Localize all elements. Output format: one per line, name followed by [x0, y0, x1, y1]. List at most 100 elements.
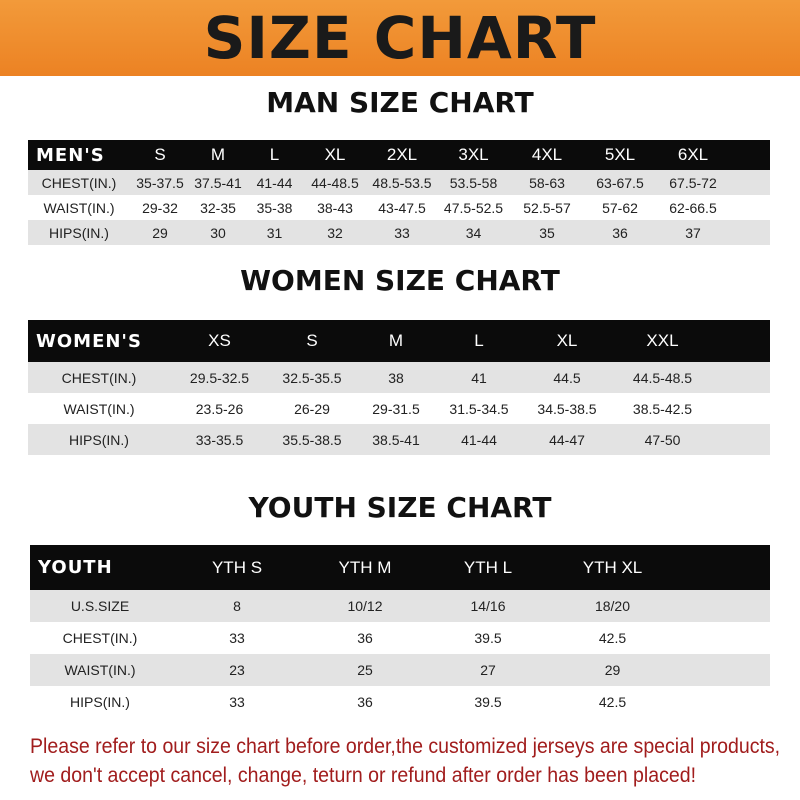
measurement-label: CHEST(IN.) — [61, 369, 137, 386]
measurement-value: 8 — [233, 598, 241, 614]
measurement-value: 32.5-35.5 — [282, 369, 342, 386]
table-row: U.S.SIZE 8 10/12 14/16 18/20 — [30, 590, 770, 622]
youth-size-table: YOUTH YTH S YTH M YTH L YTH XL U.S.SIZE 8 10/12… — [30, 545, 770, 718]
measurement-value: 31 — [266, 224, 283, 241]
measurement-label: WAIST(IN.) — [63, 400, 135, 417]
size-header-cell: 3XL — [458, 145, 489, 164]
size-header-cell: XL — [556, 331, 578, 350]
banner-title: SIZE CHART — [203, 4, 597, 72]
size-header-cell: L — [269, 145, 280, 164]
measurement-value: 33 — [394, 224, 410, 241]
measurement-value: 48.5-53.5 — [372, 174, 432, 191]
women-size-table: WOMEN'S XS S M L XL XXL CHEST(IN.) 29.5-32.5 32.5… — [28, 320, 770, 455]
table-header-row: YOUTH YTH S YTH M YTH L YTH XL — [30, 545, 770, 590]
measurement-value: 27 — [480, 662, 496, 678]
measurement-value: 38-43 — [317, 199, 353, 216]
measurement-value: 43-47.5 — [378, 199, 426, 216]
measurement-label: HIPS(IN.) — [69, 431, 129, 448]
measurement-value: 38.5-41 — [372, 431, 420, 448]
size-header-cell: YTH L — [463, 557, 513, 577]
measurement-value: 36 — [612, 224, 628, 241]
size-header-cell: XXL — [646, 331, 679, 350]
measurement-value: 62-66.5 — [669, 199, 717, 216]
size-header-cell: M — [210, 145, 226, 164]
table-title-cell: YOUTH — [38, 557, 113, 578]
table-title-cell: MEN'S — [36, 144, 105, 166]
measurement-value: 39.5 — [474, 694, 502, 710]
measurement-value: 52.5-57 — [523, 199, 571, 216]
measurement-value: 29.5-32.5 — [189, 369, 250, 386]
measurement-value: 67.5-72 — [669, 174, 717, 191]
measurement-value: 41 — [471, 369, 487, 386]
order-notice: Please refer to our size chart before or… — [30, 732, 781, 790]
measurement-value: 33 — [229, 630, 245, 646]
measurement-value: 34 — [465, 224, 482, 241]
size-header-cell: 4XL — [531, 145, 563, 164]
measurement-value: 47-50 — [644, 431, 681, 448]
table-row: CHEST(IN.) 29.5-32.5 32.5-35.5 38 41 44.5 44.5… — [28, 362, 770, 393]
measurement-label: WAIST(IN.) — [64, 662, 136, 678]
women-section-title: WOMEN SIZE CHART — [240, 264, 560, 297]
size-header-cell: YTH M — [338, 557, 392, 577]
measurement-label: HIPS(IN.) — [49, 224, 109, 241]
table-row: HIPS(IN.) 33 36 39.5 42.5 — [30, 686, 770, 718]
size-header-cell: 5XL — [604, 145, 636, 164]
measurement-value: 36 — [357, 694, 373, 710]
youth-section-title: YOUTH SIZE CHART — [248, 491, 552, 524]
measurement-label: CHEST(IN.) — [62, 630, 138, 646]
measurement-value: 10/12 — [347, 598, 383, 614]
measurement-value: 44.5 — [553, 369, 581, 386]
measurement-value: 58-63 — [529, 174, 565, 191]
size-header-cell: 2XL — [386, 145, 418, 164]
table-row: CHEST(IN.) 33 36 39.5 42.5 — [30, 622, 770, 654]
measurement-value: 31.5-34.5 — [449, 400, 509, 417]
measurement-value: 14/16 — [470, 598, 506, 614]
measurement-value: 29-32 — [142, 199, 178, 216]
measurement-value: 34.5-38.5 — [537, 400, 597, 417]
measurement-label: U.S.SIZE — [70, 598, 130, 614]
measurement-value: 47.5-52.5 — [443, 199, 504, 216]
measurement-value: 41-44 — [256, 174, 293, 191]
table-row: WAIST(IN.) 29-32 32-35 35-38 38-43 43-47.5 47.… — [28, 195, 770, 220]
measurement-value: 32-35 — [200, 199, 236, 216]
measurement-value: 35 — [539, 224, 555, 241]
measurement-value: 18/20 — [594, 598, 631, 614]
measurement-value: 33 — [229, 694, 245, 710]
size-header-cell: YTH XL — [582, 557, 643, 577]
measurement-value: 38 — [388, 369, 404, 386]
measurement-value: 30 — [210, 224, 226, 241]
notice-line: we don't accept cancel, change, teturn o… — [30, 764, 697, 787]
measurement-value: 53.5-58 — [449, 174, 498, 191]
size-header-cell: M — [388, 331, 404, 350]
measurement-value: 23.5-26 — [195, 400, 244, 417]
size-header-cell: S — [306, 331, 318, 350]
table-header-row: MEN'S S M L XL 2XL 3XL 4XL 5XL 6XL — [28, 140, 770, 170]
measurement-value: 41-44 — [461, 431, 497, 448]
measurement-value: 63-67.5 — [596, 174, 644, 191]
measurement-value: 35-37.5 — [136, 174, 184, 191]
measurement-value: 29 — [152, 224, 168, 241]
table-row: WAIST(IN.) 23 25 27 29 — [30, 654, 770, 686]
measurement-value: 37.5-41 — [194, 174, 242, 191]
measurement-value: 42.5 — [598, 630, 627, 646]
table-title-cell: WOMEN'S — [36, 330, 142, 352]
measurement-value: 44-47 — [549, 431, 585, 448]
measurement-value: 42.5 — [598, 694, 627, 710]
measurement-value: 36 — [357, 630, 373, 646]
table-header-row: WOMEN'S XS S M L XL XXL — [28, 320, 770, 362]
measurement-value: 29 — [604, 662, 621, 678]
measurement-value: 23 — [229, 662, 245, 678]
size-header-cell: XS — [208, 331, 231, 350]
measurement-value: 35-38 — [256, 199, 293, 216]
measurement-value: 37 — [685, 224, 701, 241]
measurement-label: WAIST(IN.) — [43, 199, 115, 216]
measurement-value: 38.5-42.5 — [632, 400, 693, 417]
measurement-value: 39.5 — [474, 630, 502, 646]
measurement-label: HIPS(IN.) — [70, 694, 130, 710]
notice-line: Please refer to our size chart before or… — [30, 735, 781, 758]
men-size-table: MEN'S S M L XL 2XL 3XL 4XL 5XL 6XL CHEST(IN.) 35-37… — [28, 140, 770, 245]
size-header-cell: 6XL — [677, 145, 709, 164]
measurement-value: 26-29 — [294, 400, 330, 417]
size-header-cell: L — [474, 331, 484, 350]
table-row: HIPS(IN.) 29 30 31 32 33 34 35 36 37 — [28, 220, 770, 245]
